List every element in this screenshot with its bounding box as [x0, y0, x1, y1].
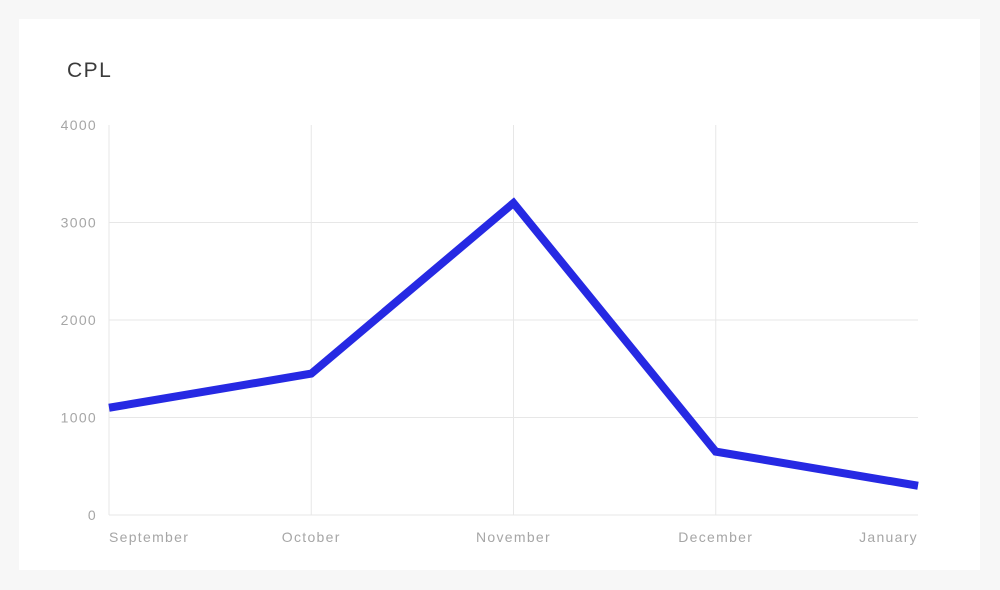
y-tick-label: 0 — [88, 507, 97, 523]
y-tick-label: 2000 — [61, 312, 97, 328]
x-axis-label: October — [282, 529, 341, 545]
cpl-data-line — [108, 197, 919, 490]
x-axis-label: September — [109, 529, 189, 545]
y-tick-label: 4000 — [61, 117, 97, 133]
cpl-line-chart: 0 1000 2000 3000 4000 September October Novembe… — [61, 117, 919, 545]
x-axis-label: December — [678, 529, 753, 545]
x-axis-label: November — [476, 529, 551, 545]
cpl-chart-card: CPL 0 1000 2000 3000 4000 September October Nov… — [19, 19, 980, 570]
chart-title: CPL — [67, 59, 113, 82]
y-tick-label: 1000 — [61, 409, 97, 425]
y-tick-label: 3000 — [61, 214, 97, 230]
x-axis-label: January — [859, 529, 918, 545]
